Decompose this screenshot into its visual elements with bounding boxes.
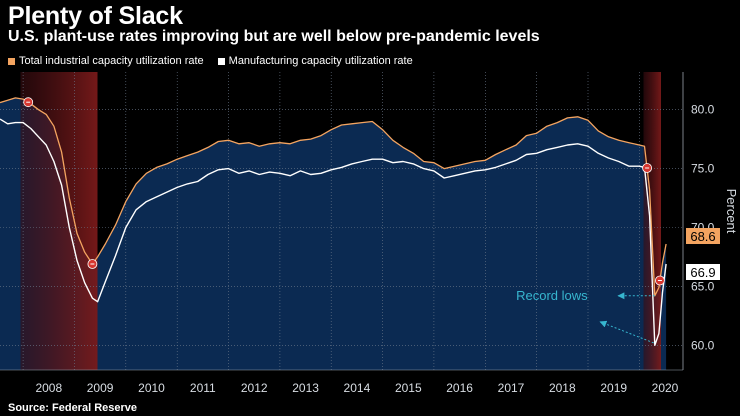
plot-area-fill: [0, 97, 667, 371]
end-value-badge: [686, 228, 720, 244]
x-tick-label: 2010: [138, 381, 165, 395]
annotation-arrow-manufacturing: [599, 320, 654, 344]
y-tick-label: 80.0: [691, 103, 715, 117]
y-tick-label: 75.0: [691, 162, 715, 176]
chart-subtitle: U.S. plant-use rates improving but are w…: [8, 28, 540, 45]
annotation-record-lows: Record lows: [516, 288, 588, 303]
x-tick-label: 2020: [652, 381, 679, 395]
legend-item-manufacturing: Manufacturing capacity utilization rate: [217, 55, 413, 67]
legend-swatch-total: [8, 57, 15, 65]
end-value-label: 66.9: [690, 265, 715, 280]
series-line-manufacturing: [0, 118, 667, 346]
end-value-label: 68.6: [690, 229, 715, 244]
x-tick-label: 2012: [241, 381, 268, 395]
legend-item-total: Total industrial capacity utilization ra…: [8, 55, 204, 67]
recession-band-1: [20, 72, 98, 370]
y-tick-label: 65.0: [691, 279, 715, 293]
y-tick-label: 60.0: [691, 338, 715, 352]
legend-label-manufacturing: Manufacturing capacity utilization rate: [228, 55, 413, 67]
end-value-badge: [686, 264, 720, 280]
legend-label-total: Total industrial capacity utilization ra…: [19, 55, 204, 67]
x-tick-label: 2011: [190, 381, 216, 395]
x-tick-label: 2014: [344, 381, 371, 395]
x-tick-label: 2009: [87, 381, 114, 395]
y-axis-title: Percent: [724, 189, 739, 234]
x-tick-label: 2019: [600, 381, 627, 395]
x-tick-label: 2013: [292, 381, 319, 395]
x-tick-label: 2018: [549, 381, 576, 395]
x-tick-label: 2016: [446, 381, 473, 395]
recession-band-2: [643, 72, 661, 370]
x-tick-label: 2017: [498, 381, 525, 395]
chart-legend: Total industrial capacity utilization ra…: [8, 55, 427, 67]
x-tick-label: 2008: [35, 381, 62, 395]
legend-swatch-manufacturing: [217, 57, 225, 65]
x-tick-label: 2015: [395, 381, 422, 395]
source-note: Source: Federal Reserve: [8, 402, 138, 414]
chart-title: Plenty of Slack: [8, 2, 183, 30]
